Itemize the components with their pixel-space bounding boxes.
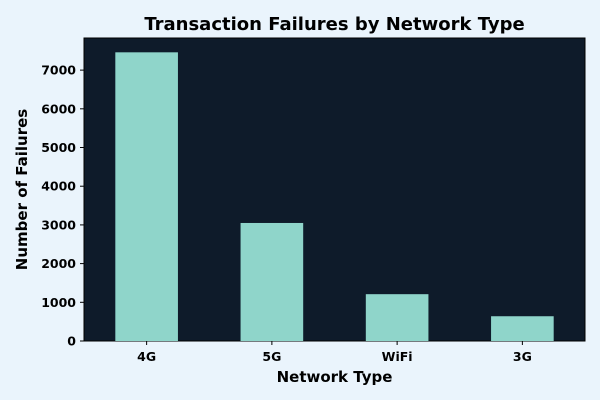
x-tick-label: 4G — [137, 349, 156, 364]
y-tick-label: 0 — [67, 334, 76, 349]
y-tick-label: 5000 — [41, 140, 76, 155]
bar-3g — [491, 316, 554, 341]
x-tick-label: 3G — [513, 349, 532, 364]
x-tick-label: WiFi — [382, 349, 413, 364]
chart-title: Transaction Failures by Network Type — [144, 14, 524, 35]
y-tick-label: 3000 — [41, 217, 76, 232]
y-tick-label: 6000 — [41, 101, 76, 116]
y-tick-label: 7000 — [41, 63, 76, 78]
y-axis: 0 1000 2000 3000 4000 5000 6000 7000 — [41, 63, 84, 349]
y-tick-label: 4000 — [41, 179, 76, 194]
y-axis-label: Number of Failures — [13, 109, 31, 270]
y-tick-label: 1000 — [41, 295, 76, 310]
bar-wifi — [365, 294, 429, 341]
y-tick-label: 2000 — [41, 256, 76, 271]
bars-group — [115, 52, 554, 342]
x-axis-label: Network Type — [277, 368, 393, 386]
x-axis: 4G 5G WiFi 3G — [137, 341, 532, 364]
bar-4g — [115, 52, 178, 342]
x-tick-label: 5G — [262, 349, 281, 364]
bar-5g — [240, 222, 304, 341]
